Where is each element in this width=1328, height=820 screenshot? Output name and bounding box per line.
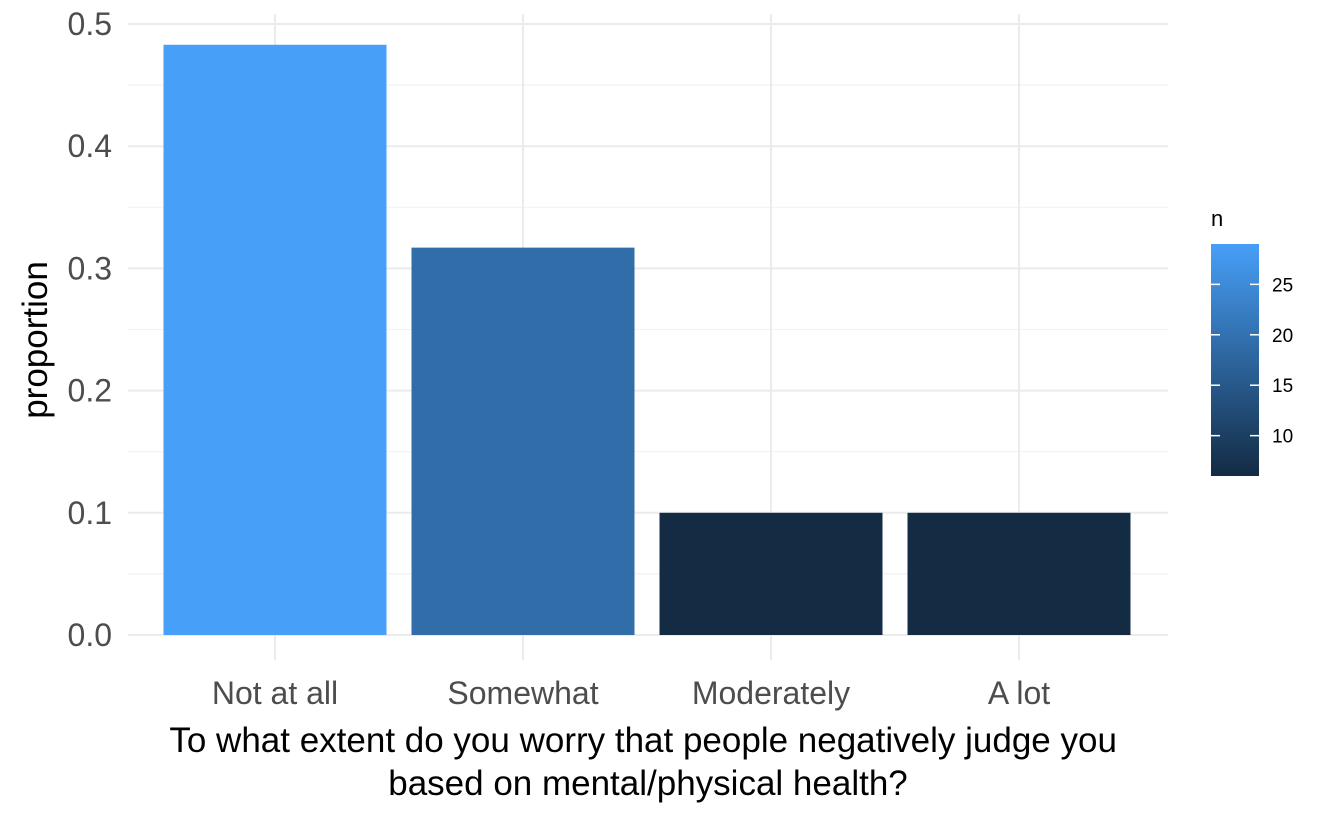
colorbar bbox=[1211, 244, 1259, 476]
y-tick-label: 0.4 bbox=[68, 128, 112, 164]
bar-moderately bbox=[659, 512, 883, 635]
colorbar-ticks: 10 15 20 25 bbox=[1211, 275, 1293, 448]
colorbar-tick-label: 25 bbox=[1272, 275, 1293, 296]
y-axis-ticks: 0.0 0.1 0.2 0.3 0.4 0.5 bbox=[68, 6, 112, 653]
x-axis-title: To what extent do you worry that people … bbox=[169, 721, 1126, 803]
colorbar-tick-label: 15 bbox=[1272, 376, 1293, 397]
bar-not-at-all bbox=[163, 44, 387, 636]
x-axis-ticks: Not at all Somewhat Moderately A lot bbox=[212, 675, 1050, 711]
colorbar-tick-label: 20 bbox=[1272, 326, 1293, 347]
bar-somewhat bbox=[411, 247, 635, 635]
x-axis-title-line-2: based on mental/physical health? bbox=[388, 764, 908, 803]
y-tick-label: 0.2 bbox=[68, 373, 112, 409]
legend-title: n bbox=[1211, 206, 1223, 231]
y-tick-label: 0.5 bbox=[68, 6, 112, 42]
x-axis-title-line-1: To what extent do you worry that people … bbox=[169, 721, 1117, 760]
y-tick-label: 0.0 bbox=[68, 617, 112, 653]
legend: n 10 15 20 25 bbox=[1211, 206, 1293, 476]
y-axis-title: proportion bbox=[16, 261, 55, 419]
bars bbox=[163, 44, 1131, 636]
y-tick-label: 0.1 bbox=[68, 495, 112, 531]
x-tick-label: Somewhat bbox=[447, 675, 598, 711]
x-tick-label: Moderately bbox=[692, 675, 850, 711]
x-tick-label: A lot bbox=[988, 675, 1050, 711]
x-tick-label: Not at all bbox=[212, 675, 338, 711]
y-tick-label: 0.3 bbox=[68, 250, 112, 286]
colorbar-tick-label: 10 bbox=[1272, 427, 1293, 448]
bar-a-lot bbox=[907, 512, 1131, 635]
